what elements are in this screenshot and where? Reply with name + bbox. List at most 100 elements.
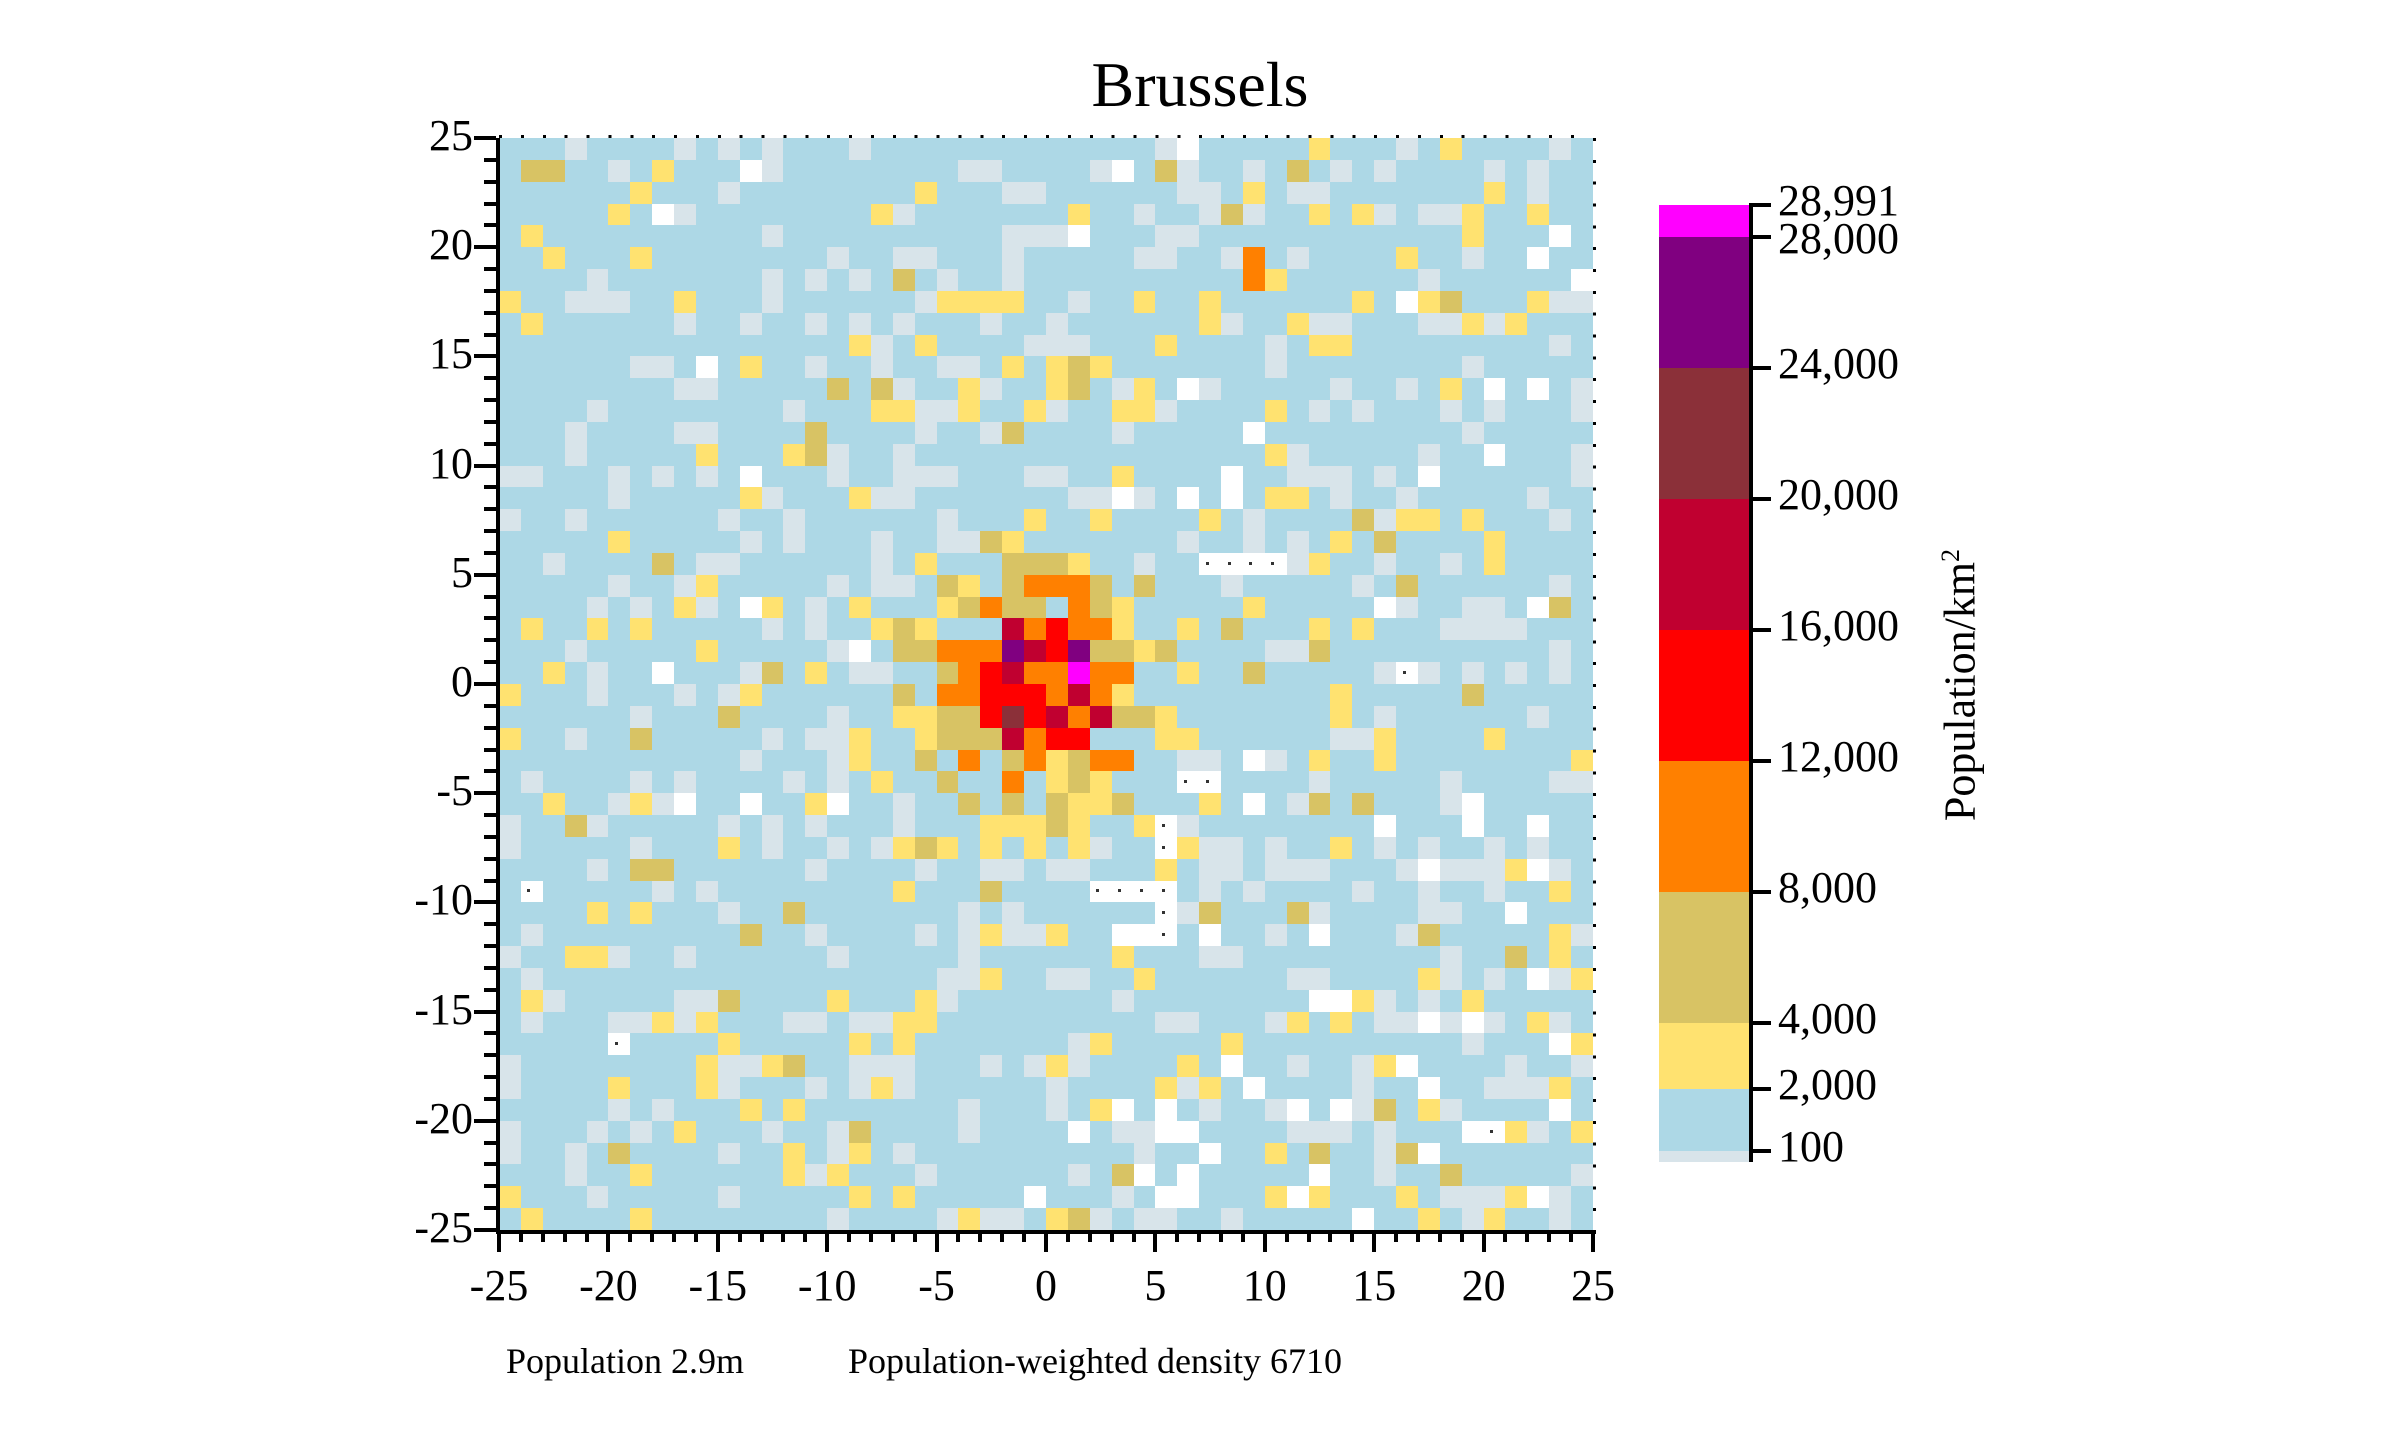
heatmap-cell (1111, 400, 1134, 422)
heatmap-cell (827, 443, 850, 466)
heatmap-cell (695, 902, 718, 925)
heatmap-cell (1024, 1033, 1046, 1056)
heatmap-cell (1286, 815, 1309, 837)
x-tick (890, 1230, 895, 1242)
heatmap-cell (499, 465, 521, 488)
heatmap-cell (1439, 793, 1462, 816)
heatmap-cell (739, 574, 762, 597)
heatmap-cell (674, 1055, 696, 1078)
heatmap-cell (892, 858, 915, 881)
heatmap-cell (1111, 1098, 1134, 1121)
heatmap-cell (936, 793, 959, 816)
heatmap-cell (564, 225, 587, 248)
heatmap-cell (739, 705, 762, 728)
heatmap-cell (520, 378, 543, 401)
y-tick (484, 834, 496, 839)
heatmap-cell (564, 574, 587, 597)
heatmap-cell (761, 574, 784, 597)
heatmap-cell (1177, 225, 1200, 248)
heatmap-cell (1133, 247, 1156, 270)
heatmap-cell (717, 902, 740, 925)
heatmap-cell (739, 1098, 762, 1121)
heatmap-cell (1242, 662, 1265, 684)
heatmap-cell (1549, 531, 1572, 553)
heatmap-cell (1483, 269, 1506, 291)
heatmap-cell (586, 574, 609, 597)
heatmap-cell (1461, 1098, 1484, 1121)
heatmap-cell (1417, 159, 1440, 182)
heatmap-cell (1089, 815, 1112, 837)
heatmap-cell (739, 443, 762, 466)
heatmap-cell (870, 618, 893, 641)
heatmap-cell (586, 181, 609, 204)
heatmap-cell (1549, 269, 1572, 291)
heatmap-cell (980, 967, 1003, 990)
heatmap-cell (1483, 618, 1506, 641)
heatmap-cell (1155, 749, 1178, 772)
heatmap-cell (1417, 684, 1440, 706)
chart-title: Brussels (1091, 49, 1309, 120)
heatmap-cell (695, 596, 718, 619)
heatmap-cell (1549, 640, 1572, 663)
heatmap-cell (1067, 1120, 1090, 1143)
heatmap-cell (1089, 1077, 1112, 1099)
heatmap-cell (1505, 400, 1528, 422)
heatmap-cell (827, 290, 850, 313)
x-tick (562, 1230, 567, 1242)
heatmap-cell (1417, 203, 1440, 226)
heatmap-cell (520, 356, 543, 379)
heatmap-cell (499, 225, 521, 248)
heatmap-cell (936, 138, 959, 160)
heatmap-cell (608, 421, 631, 444)
heatmap-cell (1374, 880, 1397, 903)
heatmap-cell (1483, 1011, 1506, 1034)
heatmap-cell (980, 705, 1003, 728)
heatmap-cell (805, 1186, 828, 1209)
heatmap-cell (958, 531, 981, 553)
heatmap-cell (1549, 574, 1572, 597)
heatmap-cell (1571, 552, 1593, 575)
heatmap-cell (1089, 1208, 1112, 1230)
heatmap-cell (1417, 487, 1440, 510)
heatmap-cell (1505, 225, 1528, 248)
heatmap-cell (608, 225, 631, 248)
heatmap-cell (761, 552, 784, 575)
heatmap-cell (1221, 203, 1243, 226)
heatmap-cell (1264, 574, 1287, 597)
heatmap-cell (1571, 159, 1593, 182)
heatmap-cell (980, 269, 1003, 291)
heatmap-cell (1155, 858, 1178, 881)
heatmap-cell (1155, 1142, 1178, 1165)
heatmap-cell (849, 771, 871, 794)
heatmap-cell (1111, 793, 1134, 816)
heatmap-cell (1396, 312, 1418, 335)
heatmap-cell (520, 1077, 543, 1099)
heatmap-cell (499, 1164, 521, 1187)
heatmap-cell (1417, 247, 1440, 270)
heatmap-cell (608, 596, 631, 619)
heatmap-cell (739, 1186, 762, 1209)
heatmap-cell (1527, 1164, 1550, 1187)
heatmap-cell (1352, 247, 1375, 270)
heatmap-cell (564, 618, 587, 641)
heatmap-cell (1308, 858, 1331, 881)
heatmap-cell (586, 356, 609, 379)
heatmap-cell (1177, 793, 1200, 816)
heatmap-cell (1264, 159, 1287, 182)
heatmap-cell (783, 967, 806, 990)
heatmap-cell (805, 880, 828, 903)
heatmap-cell (1155, 159, 1178, 182)
heatmap-cell (1505, 334, 1528, 357)
heatmap-cell (695, 356, 718, 379)
heatmap-cell (783, 858, 806, 881)
heatmap-cell (739, 946, 762, 968)
heatmap-cell (805, 290, 828, 313)
heatmap-cell (1417, 1208, 1440, 1230)
heatmap-cell (1330, 705, 1353, 728)
heatmap-cell (805, 989, 828, 1012)
heatmap-cell (1002, 334, 1025, 357)
heatmap-cell (1483, 1120, 1506, 1143)
heatmap-cell (1133, 334, 1156, 357)
heatmap-cell (1133, 1077, 1156, 1099)
heatmap-cell (586, 684, 609, 706)
